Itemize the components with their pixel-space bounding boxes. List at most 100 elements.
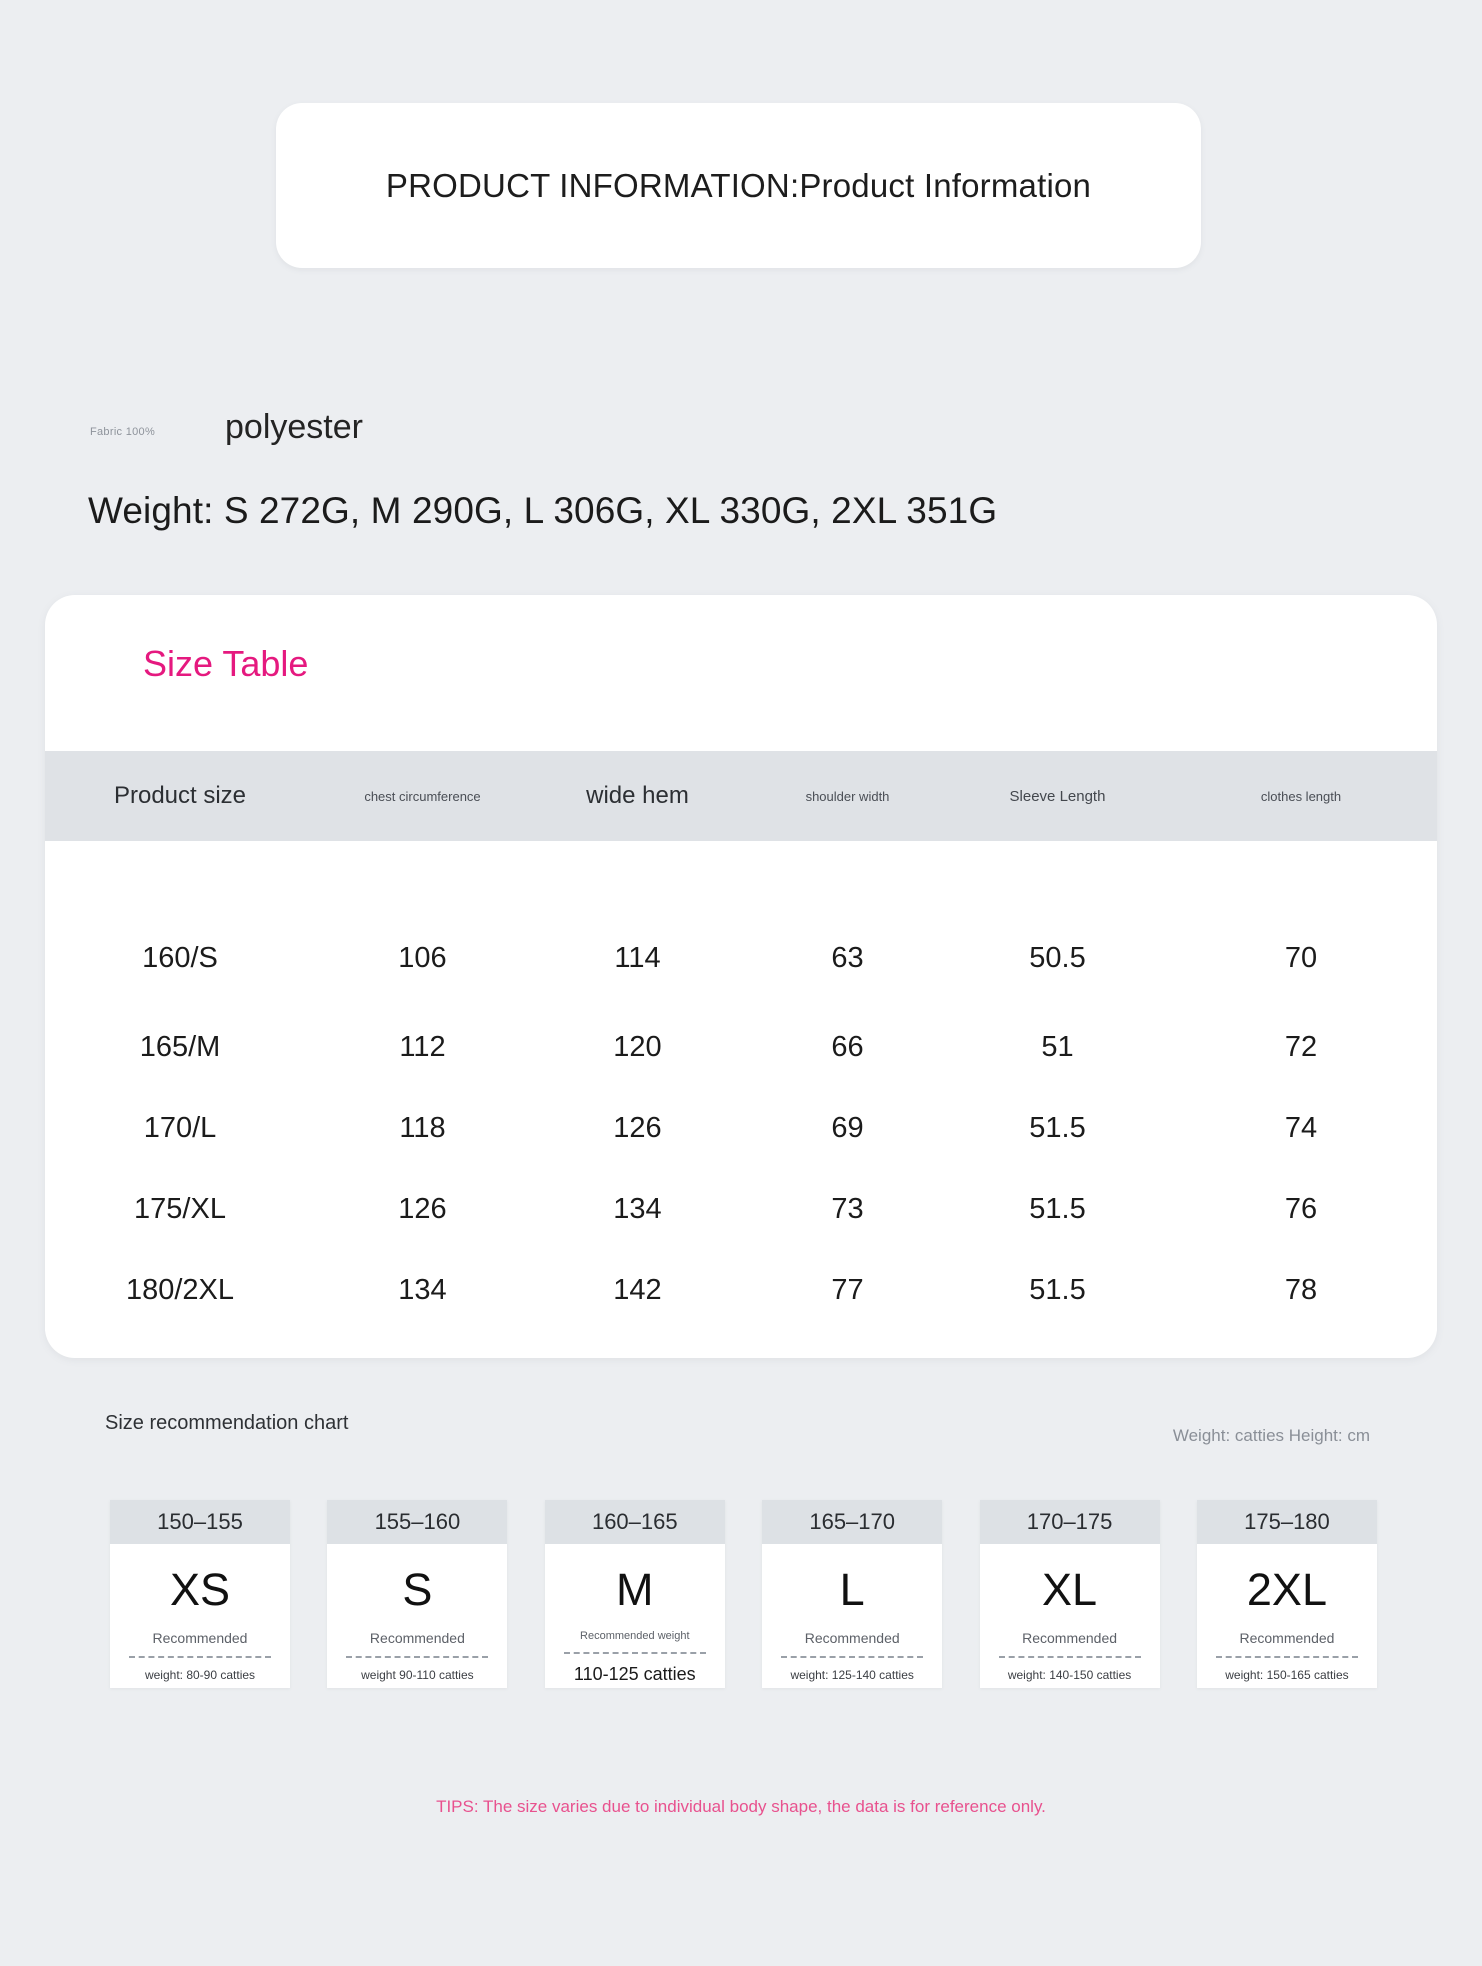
card-weight-range: weight: 80-90 catties [144,1668,256,1682]
product-information-panel: PRODUCT INFORMATION:Product Information [276,103,1201,268]
cell-sleeve-length: 50.5 [1029,942,1086,974]
card-height-range: 155–160 [327,1500,508,1544]
garment-weight-line: Weight: S 272G, M 290G, L 306G, XL 330G,… [88,490,998,531]
card-recommended-label: Recommended [1239,1630,1335,1646]
cell-wide-hem: 114 [614,942,661,974]
dashed-divider [1215,1656,1358,1658]
cell-sleeve-length: 51.5 [1029,1112,1086,1144]
card-weight-range: weight: 150-165 catties [1225,1668,1349,1682]
card-recommended-label: Recommended [1022,1630,1118,1646]
size-card-2xl[interactable]: 175–180 2XL Recommended weight: 150-165 … [1196,1500,1377,1688]
cell-wide-hem: 120 [613,1031,662,1063]
cell-shoulder-width: 69 [831,1112,864,1144]
card-body: XS Recommended weight: 80-90 catties [110,1544,290,1688]
card-recommended-label: Recommended [369,1630,465,1646]
fabric-material-value: polyester [225,408,363,446]
size-table: Product size chest circumference wide he… [45,751,1437,1331]
cell-chest-circumference: 118 [399,1112,446,1144]
table-row: 180/2XL 134 142 77 51.5 78 [45,1250,1437,1331]
col-header-wide-hem: wide hem [586,782,689,809]
card-body: M Recommended weight 110-125 catties [544,1544,725,1688]
card-body: L Recommended weight: 125-140 catties [762,1544,943,1688]
cell-clothes-length: 76 [1284,1193,1318,1225]
size-card-xl[interactable]: 170–175 XL Recommended weight: 140-150 c… [979,1500,1160,1688]
card-size-label: M [616,1564,654,1615]
dashed-divider [563,1652,706,1654]
cell-shoulder-width: 63 [831,942,864,974]
cell-product-size: 180/2XL [125,1274,235,1306]
card-height-range: 165–170 [762,1500,943,1544]
col-header-sleeve-length: Sleeve Length [1009,787,1106,805]
card-size-label: S [402,1564,433,1615]
cell-product-size: 170/L [143,1112,217,1144]
card-size-label: XS [169,1564,231,1615]
cell-sleeve-length: 51.5 [1029,1193,1086,1225]
cell-shoulder-width: 73 [831,1193,864,1225]
card-body: 2XL Recommended weight: 150-165 catties [1196,1544,1377,1688]
page-title: PRODUCT INFORMATION:Product Information [385,167,1092,204]
card-recommended-label: Recommended weight [580,1630,690,1642]
cell-sleeve-length: 51 [1041,1031,1074,1063]
size-recommendation-cards: 150–155 XS Recommended weight: 80-90 cat… [110,1500,1377,1688]
table-row: 170/L 118 126 69 51.5 74 [45,1088,1437,1169]
card-recommended-label: Recommended [804,1630,900,1646]
dashed-divider [998,1656,1141,1658]
card-height-range: 175–180 [1196,1500,1377,1544]
card-size-label: L [839,1564,865,1615]
size-card-l[interactable]: 165–170 L Recommended weight: 125-140 ca… [762,1500,943,1688]
card-weight-range: 110-125 catties [573,1664,696,1684]
cell-clothes-length: 74 [1284,1112,1318,1144]
size-tips-note: TIPS: The size varies due to individual … [436,1797,1046,1816]
size-recommendation-header: Size recommendation chart Weight: cattie… [0,1412,1482,1452]
cell-product-size: 165/M [139,1031,221,1063]
cell-wide-hem: 134 [613,1193,662,1225]
card-height-range: 170–175 [979,1500,1160,1544]
card-weight-range: weight: 125-140 catties [790,1668,914,1682]
card-weight-range: weight 90-110 catties [361,1668,474,1682]
size-table-card: Size Table Product size chest circumfere… [45,595,1437,1358]
cell-chest-circumference: 126 [398,1193,447,1225]
dashed-divider [781,1656,924,1658]
table-row: 175/XL 126 134 73 51.5 76 [45,1169,1437,1250]
cell-chest-circumference: 112 [399,1031,446,1063]
cell-sleeve-length: 51.5 [1029,1274,1086,1306]
card-size-label: XL [1042,1564,1098,1615]
size-table-head: Product size chest circumference wide he… [45,751,1437,841]
table-row: 165/M 112 120 66 51 72 [45,1007,1437,1088]
measurement-units-note: Weight: catties Height: cm [1172,1426,1370,1445]
size-table-title: Size Table [143,643,309,684]
dashed-divider [346,1656,489,1658]
size-recommendation-title: Size recommendation chart [105,1412,349,1434]
card-body: XL Recommended weight: 140-150 catties [979,1544,1160,1688]
card-height-range: 150–155 [110,1500,290,1544]
cell-clothes-length: 72 [1284,1031,1318,1063]
cell-shoulder-width: 66 [831,1031,864,1063]
card-size-label: 2XL [1246,1564,1327,1615]
table-row: 160/S 106 114 63 50.5 70 [45,841,1437,1007]
col-header-clothes-length: clothes length [1260,788,1342,804]
cell-shoulder-width: 77 [831,1274,864,1306]
cell-wide-hem: 126 [613,1112,662,1144]
card-weight-range: weight: 140-150 catties [1007,1668,1132,1682]
col-header-product-size: Product size [113,782,247,809]
cell-clothes-length: 70 [1284,942,1318,974]
card-recommended-label: Recommended [152,1630,248,1646]
fabric-badge-label: Fabric 100% [90,426,156,438]
dashed-divider [129,1656,271,1658]
size-card-s[interactable]: 155–160 S Recommended weight 90-110 catt… [327,1500,508,1688]
col-header-chest-circumference: chest circumference [364,788,481,804]
size-card-m[interactable]: 160–165 M Recommended weight 110-125 cat… [544,1500,725,1688]
size-card-xs[interactable]: 150–155 XS Recommended weight: 80-90 cat… [110,1500,290,1688]
col-header-shoulder-width: shoulder width [805,788,890,804]
fabric-row: Fabric 100% polyester [0,408,1482,468]
cell-chest-circumference: 106 [398,942,447,974]
card-body: S Recommended weight 90-110 catties [327,1544,508,1688]
cell-product-size: 160/S [142,942,218,974]
cell-product-size: 175/XL [134,1193,226,1225]
cell-clothes-length: 78 [1284,1274,1318,1306]
cell-wide-hem: 142 [613,1274,662,1306]
card-height-range: 160–165 [544,1500,725,1544]
table-header-row: Product size chest circumference wide he… [45,751,1437,841]
cell-chest-circumference: 134 [398,1274,447,1306]
size-table-body: 160/S 106 114 63 50.5 70 165/M 112 120 6… [45,841,1437,1331]
